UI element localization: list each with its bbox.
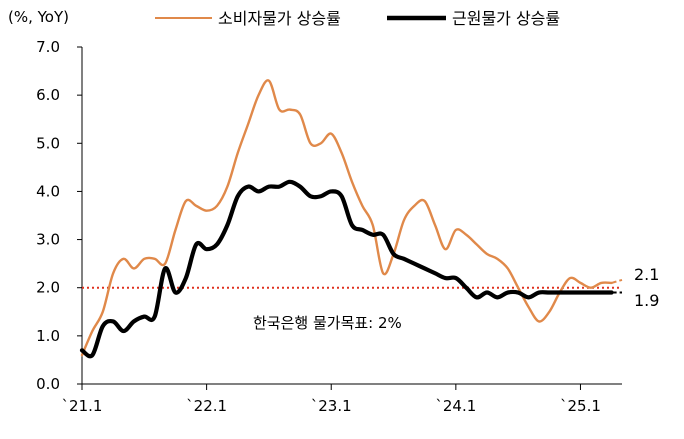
target-line-label: 한국은행 물가목표: 2% xyxy=(253,314,402,332)
end-label-cpi: 2.1 xyxy=(634,265,659,284)
legend-label-core: 근원물가 상승률 xyxy=(452,9,560,28)
y-tick-label: 0.0 xyxy=(36,375,60,393)
x-tick-label: `23.1 xyxy=(311,397,352,415)
y-tick-label: 7.0 xyxy=(36,38,60,56)
legend: 소비자물가 상승률 근원물가 상승률 xyxy=(155,9,560,28)
x-tick-label: `22.1 xyxy=(186,397,227,415)
y-unit-label: (%, YoY) xyxy=(8,8,69,26)
x-tick-label: `24.1 xyxy=(435,397,476,415)
y-tick-label: 1.0 xyxy=(36,327,60,345)
x-tick-group: `21.1 `22.1 `23.1 `24.1 `25.1 xyxy=(62,384,601,415)
x-tick-label: `21.1 xyxy=(62,397,103,415)
y-tick-group: 0.0 1.0 2.0 3.0 4.0 5.0 6.0 7.0 xyxy=(36,38,82,393)
y-tick-label: 2.0 xyxy=(36,279,60,297)
end-dash-cpi xyxy=(611,278,623,284)
legend-label-cpi: 소비자물가 상승률 xyxy=(218,9,341,28)
end-label-core: 1.9 xyxy=(634,291,659,310)
y-tick-label: 5.0 xyxy=(36,134,60,152)
y-tick-label: 4.0 xyxy=(36,182,60,200)
y-tick-label: 6.0 xyxy=(36,86,60,104)
x-tick-label: `25.1 xyxy=(560,397,601,415)
series-line-core xyxy=(79,179,614,359)
y-tick-label: 3.0 xyxy=(36,231,60,249)
